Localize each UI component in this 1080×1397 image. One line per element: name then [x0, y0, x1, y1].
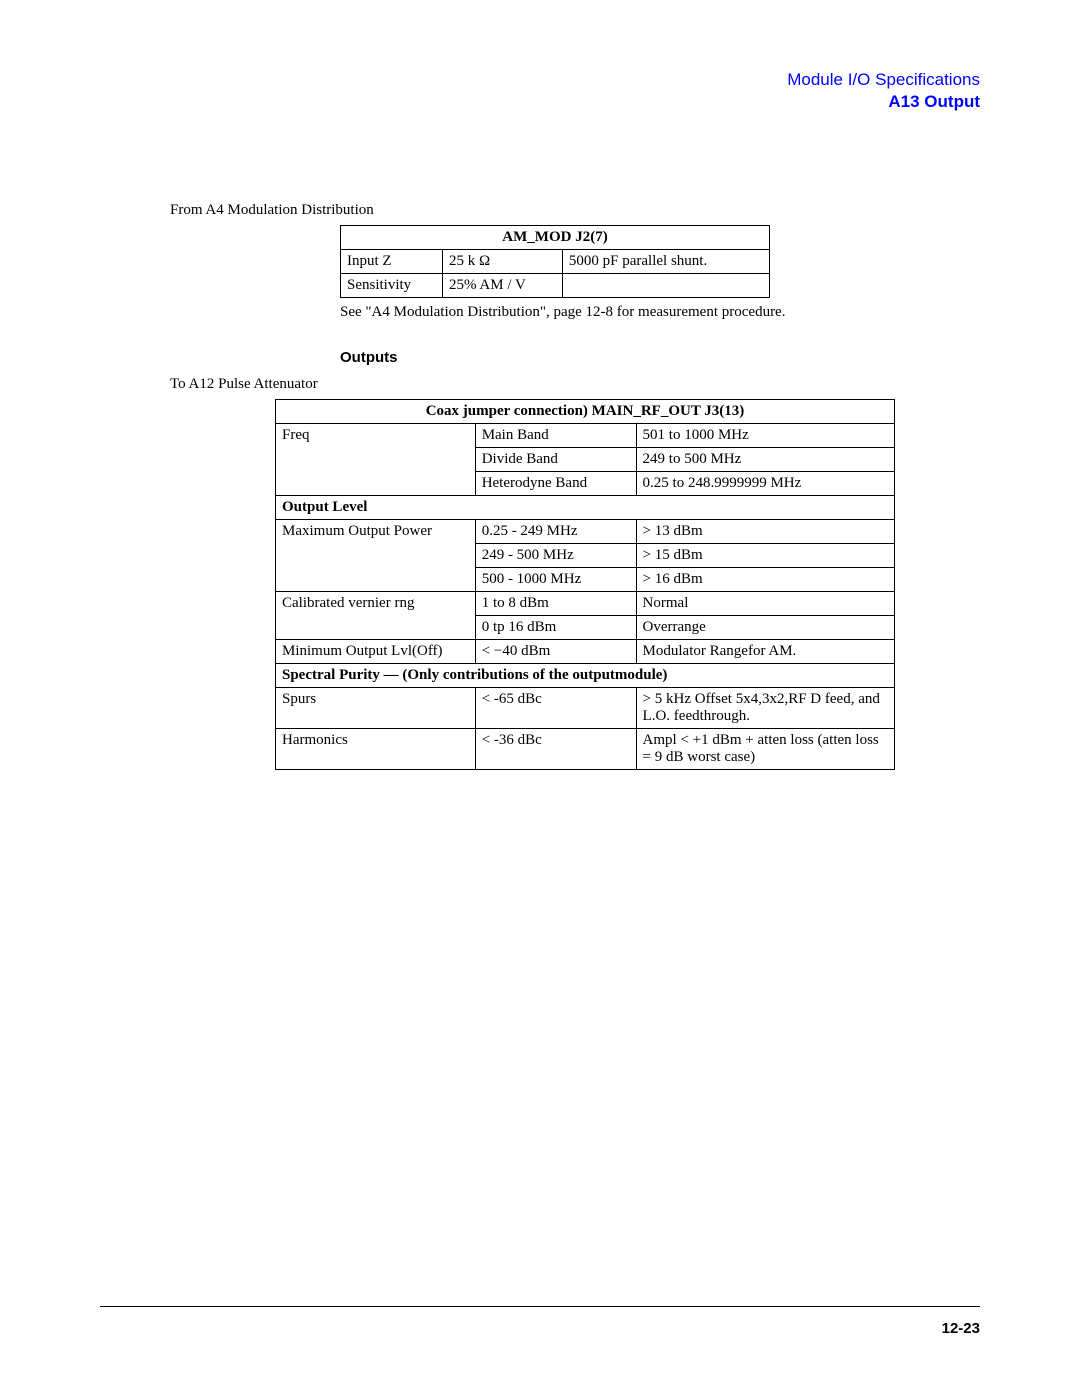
header-title: Module I/O Specifications — [170, 70, 980, 90]
cell: Ampl < +1 dBm + atten loss (atten loss =… — [636, 729, 894, 770]
cell: Normal — [636, 592, 894, 616]
cell: Spurs — [276, 688, 476, 729]
cell: 25% AM / V — [443, 274, 563, 298]
output-level-heading: Output Level — [276, 496, 895, 520]
table-title: AM_MOD J2(7) — [341, 226, 770, 250]
header-subtitle: A13 Output — [170, 92, 980, 112]
cell: Freq — [276, 424, 476, 448]
cell: Overrange — [636, 616, 894, 640]
table-row: Heterodyne Band 0.25 to 248.9999999 MHz — [276, 472, 895, 496]
table-row: Freq Main Band 501 to 1000 MHz — [276, 424, 895, 448]
cell: Heterodyne Band — [475, 472, 636, 496]
cell: 1 to 8 dBm — [475, 592, 636, 616]
section1-note: See "A4 Modulation Distribution", page 1… — [340, 304, 980, 321]
page-header: Module I/O Specifications A13 Output — [170, 70, 980, 112]
cell: 249 - 500 MHz — [475, 544, 636, 568]
table-row: Sensitivity 25% AM / V — [341, 274, 770, 298]
cell: Main Band — [475, 424, 636, 448]
cell: 501 to 1000 MHz — [636, 424, 894, 448]
table-row: Maximum Output Power 0.25 - 249 MHz > 13… — [276, 520, 895, 544]
cell: 0 tp 16 dBm — [475, 616, 636, 640]
cell: > 5 kHz Offset 5x4,3x2,RF D feed, and L.… — [636, 688, 894, 729]
cell: 500 - 1000 MHz — [475, 568, 636, 592]
cell: Minimum Output Lvl(Off) — [276, 640, 476, 664]
table-subheader-row: Output Level — [276, 496, 895, 520]
cell: 0.25 to 248.9999999 MHz — [636, 472, 894, 496]
cell: > 16 dBm — [636, 568, 894, 592]
footer-rule — [100, 1306, 980, 1307]
main-rf-out-table: Coax jumper connection) MAIN_RF_OUT J3(1… — [275, 399, 895, 770]
table-row: Spurs < -65 dBc > 5 kHz Offset 5x4,3x2,R… — [276, 688, 895, 729]
cell: < -36 dBc — [475, 729, 636, 770]
cell: Calibrated vernier rng — [276, 592, 476, 616]
am-mod-table: AM_MOD J2(7) Input Z 25 k Ω 5000 pF para… — [340, 225, 770, 298]
table-row: Calibrated vernier rng 1 to 8 dBm Normal — [276, 592, 895, 616]
cell: 25 k Ω — [443, 250, 563, 274]
table-header-row: Coax jumper connection) MAIN_RF_OUT J3(1… — [276, 400, 895, 424]
spectral-purity-heading: Spectral Purity — (Only contributions of… — [276, 664, 895, 688]
page-number: 12-23 — [942, 1320, 980, 1337]
table-row: Minimum Output Lvl(Off) < −40 dBm Modula… — [276, 640, 895, 664]
cell: Harmonics — [276, 729, 476, 770]
cell — [276, 616, 476, 640]
cell — [562, 274, 769, 298]
table-row: Harmonics < -36 dBc Ampl < +1 dBm + atte… — [276, 729, 895, 770]
cell — [276, 568, 476, 592]
table-title: Coax jumper connection) MAIN_RF_OUT J3(1… — [276, 400, 895, 424]
cell: 249 to 500 MHz — [636, 448, 894, 472]
cell: Divide Band — [475, 448, 636, 472]
cell: Sensitivity — [341, 274, 443, 298]
table-subheader-row: Spectral Purity — (Only contributions of… — [276, 664, 895, 688]
cell: < −40 dBm — [475, 640, 636, 664]
table-row: 0 tp 16 dBm Overrange — [276, 616, 895, 640]
table-row: Input Z 25 k Ω 5000 pF parallel shunt. — [341, 250, 770, 274]
section1-intro: From A4 Modulation Distribution — [170, 202, 980, 219]
section2-intro: To A12 Pulse Attenuator — [170, 376, 980, 393]
cell: 0.25 - 249 MHz — [475, 520, 636, 544]
table-row: 500 - 1000 MHz > 16 dBm — [276, 568, 895, 592]
cell — [276, 544, 476, 568]
table-header-row: AM_MOD J2(7) — [341, 226, 770, 250]
cell: Input Z — [341, 250, 443, 274]
cell: < -65 dBc — [475, 688, 636, 729]
cell: Modulator Rangefor AM. — [636, 640, 894, 664]
cell: 5000 pF parallel shunt. — [562, 250, 769, 274]
cell — [276, 472, 476, 496]
cell: > 13 dBm — [636, 520, 894, 544]
cell — [276, 448, 476, 472]
cell: > 15 dBm — [636, 544, 894, 568]
table-row: Divide Band 249 to 500 MHz — [276, 448, 895, 472]
outputs-heading: Outputs — [340, 349, 980, 366]
cell: Maximum Output Power — [276, 520, 476, 544]
table-row: 249 - 500 MHz > 15 dBm — [276, 544, 895, 568]
